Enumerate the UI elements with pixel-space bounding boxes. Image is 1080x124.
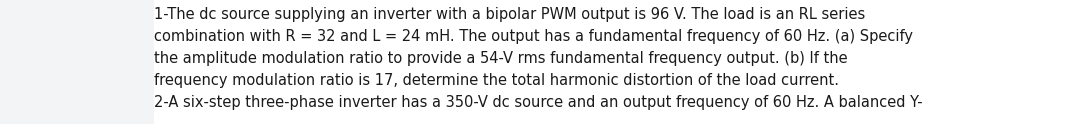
Text: 1-The dc source supplying an inverter with a bipolar PWM output is 96 V. The loa: 1-The dc source supplying an inverter wi… [154,7,866,22]
Text: combination with R = 32 and L = 24 mH. The output has a fundamental frequency of: combination with R = 32 and L = 24 mH. T… [154,29,914,44]
FancyBboxPatch shape [0,0,154,124]
Text: the amplitude modulation ratio to provide a 54-V rms fundamental frequency outpu: the amplitude modulation ratio to provid… [154,51,848,66]
Text: 2-A six-step three-phase inverter has a 350-V dc source and an output frequency : 2-A six-step three-phase inverter has a … [154,95,923,110]
Text: frequency modulation ratio is 17, determine the total harmonic distortion of the: frequency modulation ratio is 17, determ… [154,73,839,88]
